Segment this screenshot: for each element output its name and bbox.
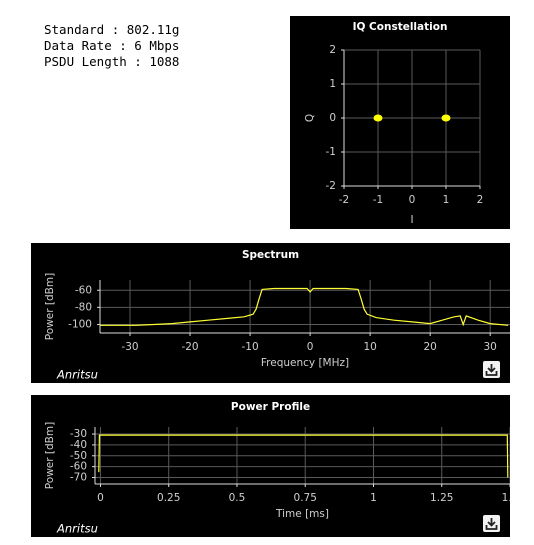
y-tick-label: -100 [68, 318, 92, 330]
chart-title: Spectrum [242, 249, 299, 261]
download-button[interactable] [483, 515, 500, 532]
chart-panel: Spectrum-30 -20 -10 0 10 20 30-60-80-100Freque… [31, 243, 510, 383]
x-tick-label: 0.5 [229, 492, 246, 504]
y-tick-label: -60 [70, 461, 87, 473]
panel-background [290, 16, 510, 229]
x-tick-label: 1.5 [502, 492, 519, 504]
info-line: PSDU Length : 1088 [44, 54, 180, 69]
y-tick-label: -2 [326, 180, 336, 192]
point [441, 114, 451, 122]
x-tick-label: 30 [484, 341, 497, 353]
y-axis-label: Q [304, 114, 316, 122]
x-tick-label: -10 [241, 341, 258, 353]
y-tick-label: -1 [326, 146, 336, 158]
y-tick-label: 1 [329, 78, 336, 90]
panel-background [31, 395, 510, 537]
info-line: Standard : 802.11g [44, 22, 180, 37]
y-tick-label: -40 [70, 439, 87, 451]
x-tick-label: 10 [363, 341, 376, 353]
plot-area [373, 114, 451, 122]
y-axis-label: Power [dBm] [44, 422, 56, 489]
x-tick-label: -20 [181, 341, 198, 353]
y-tick-label: -70 [70, 471, 87, 483]
x-tick-label: -2 [339, 194, 349, 206]
info-line: Data Rate : 6 Mbps [44, 38, 180, 53]
chart-panel: IQ Constellation -2 -1 0 1 2 2 1 0 -1 -2 I Q [290, 16, 510, 229]
download-button[interactable] [483, 361, 500, 378]
plot-area [98, 434, 509, 478]
x-axis-label: Frequency [MHz] [261, 357, 349, 369]
chart-title: Power Profile [231, 401, 310, 413]
x-tick-label: -1 [373, 194, 383, 206]
x-tick-label: 0 [409, 194, 416, 206]
brand-logo: Anritsu [56, 368, 98, 382]
y-tick-label: -80 [75, 301, 92, 313]
y-tick-label: -50 [70, 450, 87, 462]
y-tick-label: 2 [329, 44, 336, 56]
x-tick-label: 2 [477, 194, 484, 206]
x-tick-label: 1.25 [430, 492, 453, 504]
trace [98, 434, 509, 478]
x-tick-label: 20 [423, 341, 436, 353]
download-icon[interactable] [485, 518, 498, 530]
x-tick-label: 0.25 [157, 492, 180, 504]
y-tick-label: -60 [75, 284, 92, 296]
chart-title: IQ Constellation [353, 21, 448, 33]
x-axis-label: I [410, 214, 413, 226]
x-tick-label: 0.75 [294, 492, 317, 504]
brand-logo: Anritsu [56, 522, 98, 536]
download-icon[interactable] [485, 364, 498, 376]
y-tick-label: 0 [329, 112, 336, 124]
x-axis-label: Time [ms] [275, 508, 329, 520]
x-tick-label: 0 [97, 492, 104, 504]
trace [100, 287, 509, 327]
x-tick-label: 0 [307, 341, 314, 353]
x-tick-label: 1 [370, 492, 377, 504]
y-axis-label: Power [dBm] [44, 273, 56, 340]
x-tick-label: 1 [443, 194, 450, 206]
x-tick-label: -30 [121, 341, 138, 353]
plot-area [100, 287, 509, 327]
y-tick-label: -30 [70, 428, 87, 440]
point [373, 114, 383, 122]
info-block: Standard : 802.11g Data Rate : 6 Mbps PS… [44, 22, 179, 70]
